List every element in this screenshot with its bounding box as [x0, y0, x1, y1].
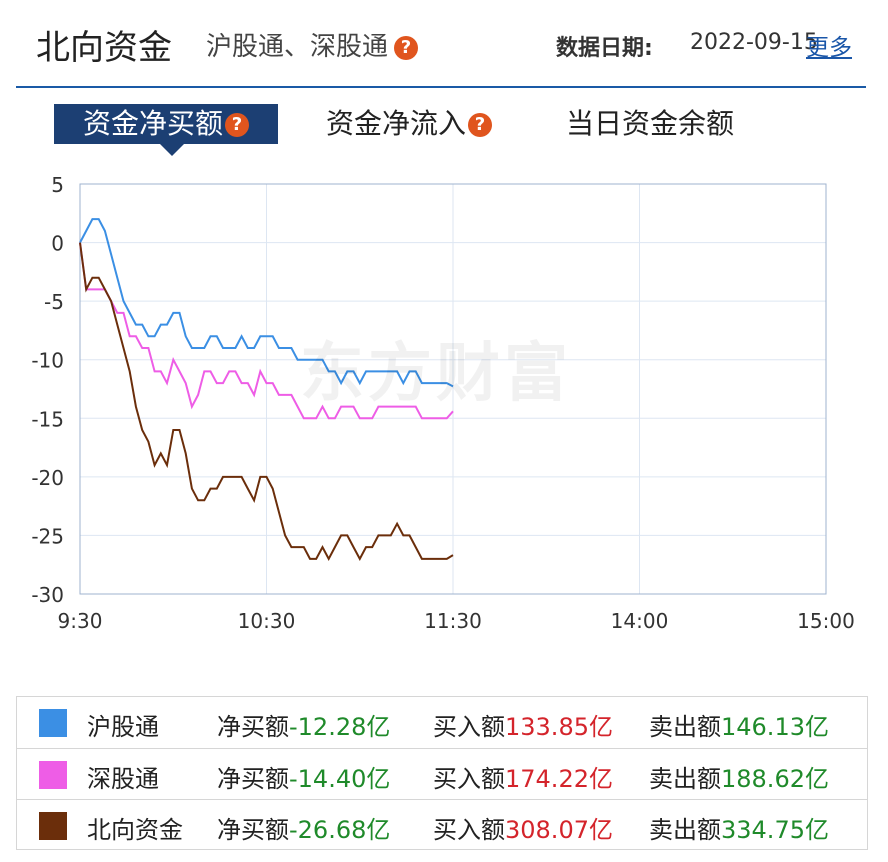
buy-label: 买入额: [433, 765, 505, 793]
series-line-3: [79, 242, 454, 562]
header-divider: [16, 86, 866, 88]
help-icon[interactable]: ?: [394, 35, 419, 60]
sell-cell: 卖出额334.75亿: [649, 810, 829, 845]
buy-cell: 买入额308.07亿: [433, 810, 613, 845]
date-label: 数据日期:: [556, 36, 653, 61]
buy-value: 174.22亿: [505, 765, 613, 793]
tab-balance[interactable]: 当日资金余额: [566, 104, 734, 144]
buy-label: 买入额: [433, 816, 505, 844]
tab-net-buy[interactable]: 资金净买额?: [54, 104, 278, 156]
sell-label: 卖出额: [649, 816, 721, 844]
buy-value: 308.07亿: [505, 816, 613, 844]
sell-value: 334.75亿: [721, 816, 829, 844]
sell-label: 卖出额: [649, 713, 721, 741]
net-buy-cell: 净买额-26.68亿: [217, 810, 390, 845]
legend-series-name: 北向资金: [87, 816, 183, 844]
y-tick-label: -20: [31, 466, 64, 490]
tab-net-buy-label: 资金净买额: [82, 107, 223, 140]
date-value: 2022-09-15: [690, 30, 818, 55]
y-tick-label: -30: [31, 583, 64, 607]
sell-cell: 卖出额188.62亿: [649, 759, 829, 794]
buy-cell: 买入额133.85亿: [433, 707, 613, 742]
x-tick-label: 9:30: [58, 609, 103, 633]
watermark: 东方财富: [300, 337, 572, 411]
tab-net-inflow[interactable]: 资金净流入?: [326, 104, 493, 144]
buy-value: 133.85亿: [505, 713, 613, 741]
net-buy-value: -12.28亿: [289, 713, 391, 741]
plot-border: [79, 183, 827, 595]
buy-cell: 买入额174.22亿: [433, 759, 613, 794]
sell-value: 188.62亿: [721, 765, 829, 793]
net-buy-label: 净买额: [217, 713, 289, 741]
y-tick-label: -25: [31, 524, 64, 548]
legend-swatch: [39, 812, 67, 840]
sell-value: 146.13亿: [721, 713, 829, 741]
help-icon[interactable]: ?: [468, 113, 493, 137]
net-buy-label: 净买额: [217, 765, 289, 793]
series-line-2: [79, 242, 454, 420]
legend-series-name: 沪股通: [87, 713, 159, 741]
y-tick-label: 0: [51, 232, 64, 256]
y-tick-label: -5: [44, 290, 64, 314]
line-chart: 5 0 -5 -10 -15 -20 -25 -309:30 10:30 11:30 14:00 15…: [31, 173, 855, 633]
page-title: 北向资金: [36, 28, 172, 68]
x-tick-label: 14:00: [611, 609, 669, 633]
more-link[interactable]: 更多: [806, 35, 852, 61]
y-tick-label: 5: [51, 173, 64, 197]
net-buy-label: 净买额: [217, 816, 289, 844]
legend-swatch: [39, 761, 67, 789]
help-icon[interactable]: ?: [225, 113, 249, 137]
legend-row-north: 北向资金 净买额-26.68亿 买入额308.07亿 卖出额334.75亿: [17, 799, 867, 850]
x-tick-label: 11:30: [424, 609, 482, 633]
legend-series-name: 深股通: [87, 765, 159, 793]
legend-row-sh: 沪股通 净买额-12.28亿 买入额133.85亿 卖出额146.13亿: [17, 697, 867, 747]
subtitle-text: 沪股通、深股通: [206, 32, 389, 62]
header: 北向资金 沪股通、深股通? 数据日期: 2022-09-15 更多: [0, 0, 888, 88]
tab-net-inflow-label: 资金净流入: [326, 107, 467, 140]
sell-cell: 卖出额146.13亿: [649, 707, 829, 742]
sell-label: 卖出额: [649, 765, 721, 793]
legend-table: 沪股通 净买额-12.28亿 买入额133.85亿 卖出额146.13亿 深股通…: [16, 696, 868, 850]
buy-label: 买入额: [433, 713, 505, 741]
net-buy-cell: 净买额-12.28亿: [217, 707, 390, 742]
y-tick-label: -10: [31, 349, 64, 373]
legend-row-sz: 深股通 净买额-14.40亿 买入额174.22亿 卖出额188.62亿: [17, 748, 867, 799]
y-tick-label: -15: [31, 407, 64, 431]
series-line-1: [79, 218, 454, 388]
x-tick-label: 10:30: [238, 609, 296, 633]
net-buy-value: -14.40亿: [289, 765, 391, 793]
net-buy-cell: 净买额-14.40亿: [217, 759, 390, 794]
page-subtitle: 沪股通、深股通?: [206, 26, 419, 63]
net-buy-value: -26.68亿: [289, 816, 391, 844]
x-tick-label: 15:00: [797, 609, 855, 633]
tab-balance-label: 当日资金余额: [566, 107, 735, 140]
legend-swatch: [39, 709, 67, 737]
active-tab-arrow-icon: [160, 144, 184, 156]
